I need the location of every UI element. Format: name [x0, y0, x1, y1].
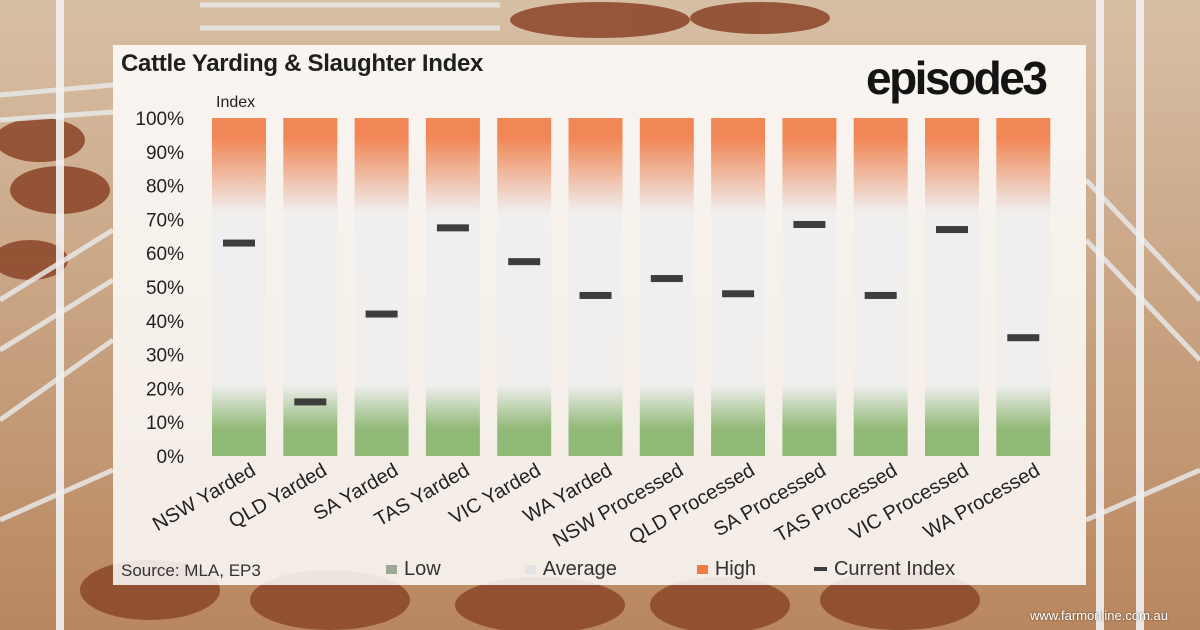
- current-index-marker: [650, 275, 683, 283]
- y-tick-label: 30%: [146, 346, 184, 367]
- y-tick-label: 40%: [146, 312, 184, 333]
- current-index-markers: [223, 220, 1040, 406]
- current-index-marker: [864, 291, 897, 299]
- y-tick-label: 60%: [146, 244, 184, 265]
- current-index-marker: [1007, 334, 1040, 342]
- legend-item-low: Low: [386, 558, 441, 581]
- y-tick-label: 100%: [135, 109, 184, 130]
- legend-item-high: High: [696, 557, 756, 581]
- legend-item-current-index: Current Index: [813, 557, 956, 581]
- x-tick-label: TAS Processed: [771, 459, 901, 547]
- range-bar: [853, 118, 908, 456]
- range-bar: [425, 118, 480, 456]
- x-tick-label: QLD Processed: [625, 459, 758, 549]
- y-tick-label: 0%: [157, 447, 185, 468]
- legend-swatch-low: [386, 564, 397, 574]
- chart-title: Cattle Yarding & Slaughter Index: [121, 50, 484, 77]
- current-index-marker: [365, 310, 398, 318]
- legend-label-average: Average: [542, 557, 617, 580]
- bars: [212, 118, 1051, 456]
- y-tick-label: 50%: [146, 278, 184, 299]
- current-index-marker: [508, 258, 541, 266]
- range-bar: [354, 118, 409, 456]
- range-bar: [711, 118, 766, 456]
- current-index-marker: [294, 398, 327, 406]
- legend-label-low: Low: [404, 557, 441, 580]
- y-tick-label: 70%: [146, 210, 184, 231]
- y-tick-label: 90%: [146, 143, 184, 164]
- current-index-marker: [936, 226, 968, 234]
- current-index-marker: [223, 239, 255, 247]
- current-index-marker: [579, 291, 612, 299]
- range-bar: [212, 118, 266, 456]
- legend-swatch-current-index: [813, 567, 827, 571]
- range-bar: [568, 118, 623, 456]
- episode3-logo: episode3: [866, 52, 1048, 104]
- legend-item-average: Average: [524, 557, 617, 581]
- y-tick-label: 10%: [146, 413, 184, 434]
- site-watermark: www.farmonline.com.au: [1030, 608, 1168, 623]
- x-tick-label: VIC Processed: [846, 459, 973, 545]
- range-bar: [925, 118, 979, 456]
- legend-label-current-index: Current Index: [833, 557, 956, 580]
- legend-swatch-average: [524, 564, 536, 574]
- source-note: Source: MLA, EP3: [121, 561, 261, 580]
- y-axis-ticks: 0% 10% 20% 30% 40% 50% 60% 70% 80% 90% 100%: [135, 109, 184, 468]
- range-bar: [782, 118, 837, 456]
- legend-swatch-high: [696, 564, 708, 574]
- y-tick-label: 20%: [146, 379, 184, 400]
- y-tick-label: 80%: [146, 177, 184, 198]
- y-axis-label: Index: [216, 94, 256, 111]
- range-bar: [996, 118, 1051, 456]
- range-bar: [639, 118, 694, 456]
- current-index-marker: [793, 220, 826, 228]
- legend: Low Average High Current Index: [386, 558, 983, 580]
- current-index-marker: [722, 290, 755, 298]
- current-index-marker: [436, 224, 469, 232]
- range-bar: [497, 118, 552, 456]
- legend-label-high: High: [714, 557, 756, 580]
